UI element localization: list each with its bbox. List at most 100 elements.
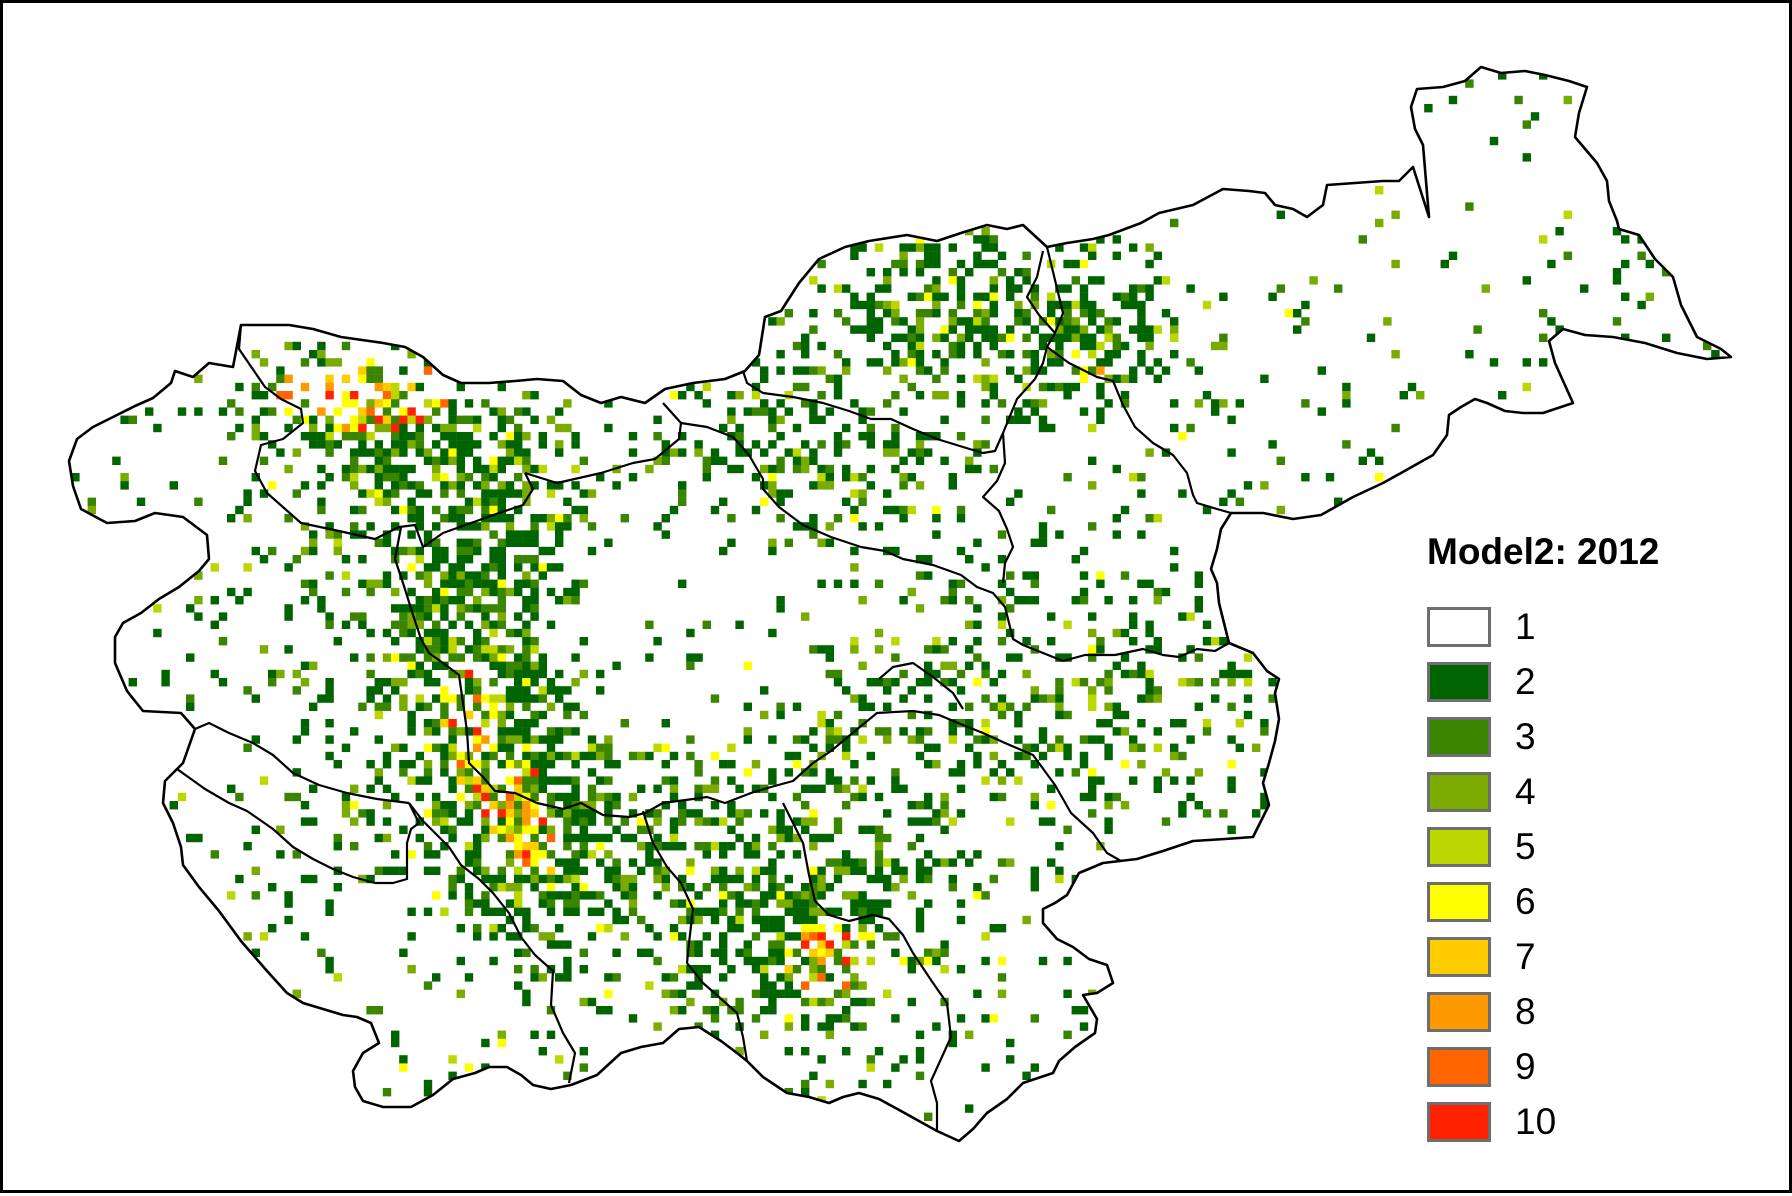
- grid-cell: [669, 751, 679, 761]
- grid-cell: [1104, 399, 1113, 408]
- grid-cell: [530, 522, 539, 531]
- grid-cell: [227, 514, 236, 523]
- grid-cell: [1202, 637, 1212, 646]
- grid-cell: [374, 776, 383, 785]
- grid-cell: [825, 833, 834, 843]
- grid-cell: [391, 604, 400, 613]
- grid-cell: [874, 300, 884, 310]
- grid-cell: [177, 792, 187, 802]
- grid-cell: [833, 907, 843, 916]
- grid-cell: [473, 899, 482, 908]
- grid-cell: [284, 792, 293, 802]
- grid-cell: [833, 448, 843, 457]
- grid-cell: [514, 760, 523, 769]
- grid-cell: [325, 719, 334, 728]
- grid-cell: [924, 727, 933, 736]
- grid-cell: [915, 243, 925, 252]
- grid-cell: [956, 292, 966, 301]
- grid-cell: [514, 579, 523, 588]
- grid-cell: [1088, 612, 1097, 621]
- grid-cell: [399, 505, 408, 515]
- grid-cell: [325, 382, 334, 392]
- grid-cell: [555, 973, 564, 982]
- grid-cell: [809, 948, 818, 957]
- grid-cell: [440, 825, 449, 834]
- grid-cell: [456, 538, 465, 547]
- grid-cell: [604, 538, 613, 547]
- grid-cell: [997, 760, 1007, 769]
- grid-cell: [333, 423, 342, 433]
- grid-cell: [768, 317, 777, 326]
- grid-cell: [358, 464, 367, 474]
- grid-cell: [309, 874, 318, 884]
- grid-cell: [833, 956, 843, 966]
- grid-cell: [628, 432, 638, 441]
- grid-cell: [661, 440, 670, 449]
- grid-cell: [1243, 710, 1253, 720]
- grid-cell: [768, 825, 777, 834]
- grid-cell: [1465, 350, 1474, 359]
- grid-cell: [915, 817, 925, 826]
- grid-cell: [374, 833, 383, 843]
- grid-cell: [784, 973, 793, 982]
- grid-cell: [1096, 571, 1105, 580]
- grid-cell: [1137, 473, 1146, 482]
- grid-cell: [866, 874, 875, 884]
- grid-cell: [874, 727, 884, 736]
- grid-cell: [924, 243, 933, 252]
- grid-cell: [391, 423, 400, 433]
- grid-cell: [522, 571, 531, 580]
- grid-cell: [883, 702, 892, 711]
- grid-cell: [932, 259, 941, 269]
- country-boundary: [67, 65, 1733, 1143]
- grid-cell: [1104, 801, 1113, 810]
- grid-cell: [997, 579, 1007, 588]
- grid-cell: [423, 669, 433, 679]
- grid-cell: [1612, 276, 1622, 285]
- grid-cell: [1055, 325, 1064, 334]
- grid-cell: [194, 833, 203, 843]
- grid-cell: [530, 825, 539, 834]
- grid-cell: [1202, 391, 1212, 400]
- grid-cell: [505, 514, 515, 523]
- grid-cell: [973, 883, 982, 892]
- grid-cell: [1260, 374, 1269, 383]
- grid-cell: [325, 415, 334, 424]
- grid-cell: [866, 325, 875, 334]
- grid-cell: [415, 546, 424, 556]
- grid-cell: [1038, 366, 1048, 375]
- grid-cell: [997, 702, 1007, 711]
- grid-cell: [1145, 579, 1154, 588]
- grid-cell: [686, 915, 695, 925]
- grid-cell: [382, 653, 392, 662]
- grid-cell: [522, 997, 531, 1007]
- grid-cell: [546, 809, 556, 818]
- grid-cell: [948, 309, 957, 318]
- grid-cell: [522, 456, 531, 465]
- grid-cell: [1071, 317, 1080, 326]
- grid-cell: [514, 883, 523, 892]
- grid-cell: [563, 907, 572, 916]
- grid-cell: [464, 710, 474, 720]
- grid-cell: [792, 891, 802, 900]
- grid-cell: [522, 555, 531, 564]
- grid-cell: [448, 423, 457, 433]
- legend-label: 5: [1515, 825, 1536, 867]
- grid-cell: [514, 448, 523, 457]
- grid-cell: [792, 907, 802, 916]
- grid-cell: [907, 350, 916, 359]
- grid-cell: [169, 481, 178, 490]
- grid-cell: [817, 719, 826, 728]
- grid-cell: [325, 358, 334, 367]
- grid-cell: [546, 620, 556, 629]
- grid-cell: [440, 456, 449, 465]
- grid-cell: [546, 1006, 556, 1015]
- grid-cell: [473, 596, 482, 605]
- grid-cell: [317, 948, 326, 957]
- grid-cell: [735, 899, 744, 908]
- grid-cell: [227, 399, 236, 408]
- grid-cell: [1006, 587, 1015, 597]
- grid-cell: [350, 432, 359, 441]
- grid-cell: [464, 497, 474, 506]
- grid-cell: [981, 719, 990, 728]
